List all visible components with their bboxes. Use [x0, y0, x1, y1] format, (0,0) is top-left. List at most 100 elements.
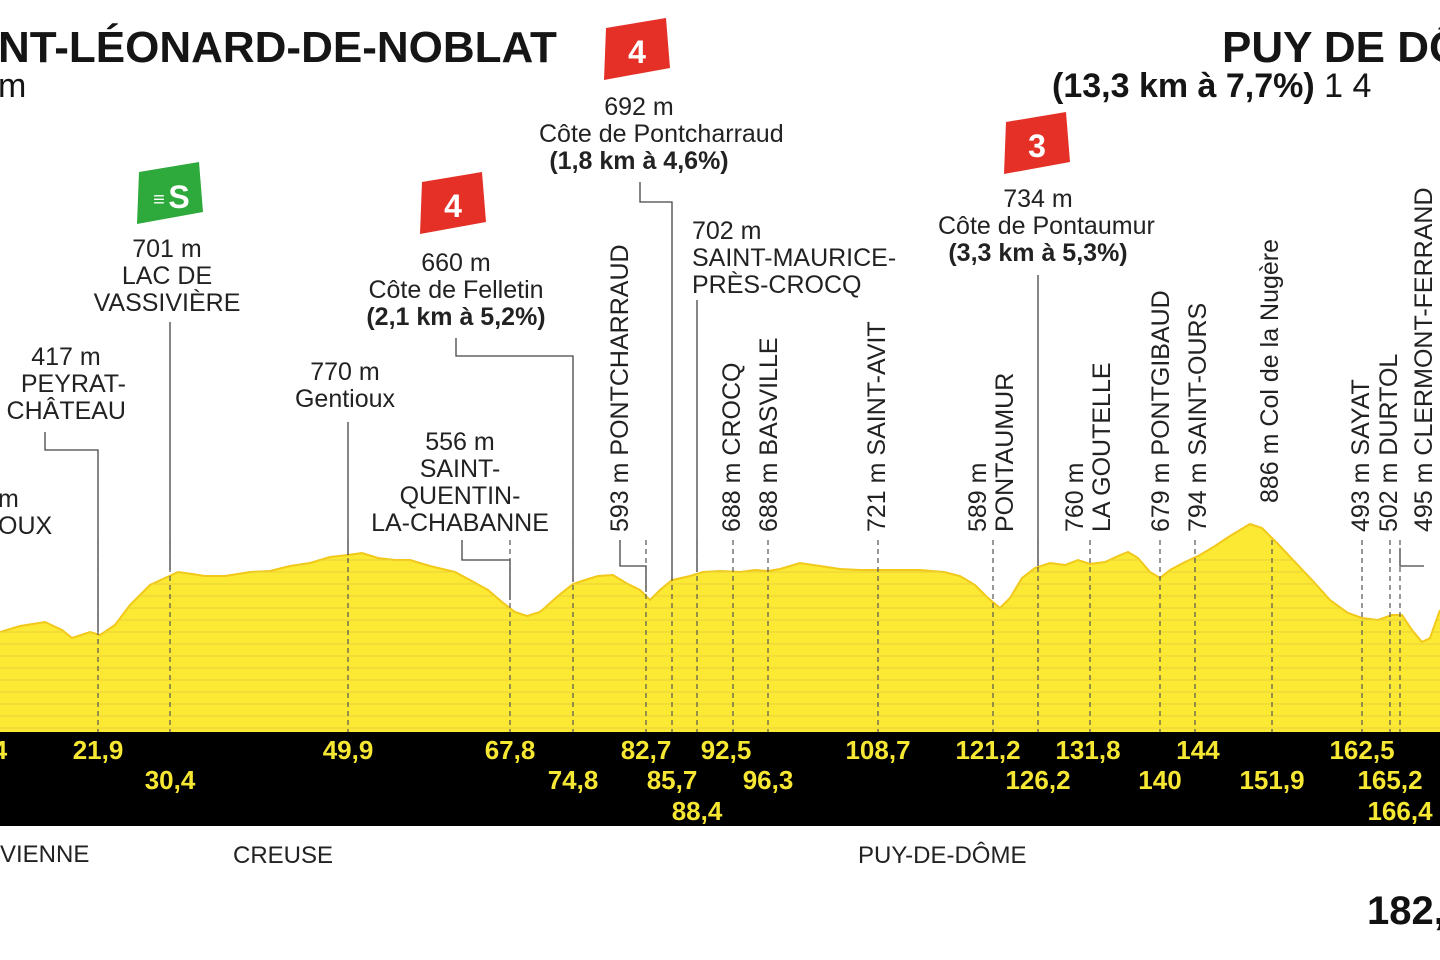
km-marker: 144 — [1176, 735, 1220, 765]
climb-altitude: 734 m — [1003, 185, 1073, 213]
km-marker: 85,7 — [646, 765, 698, 795]
climb-name: Côte de Pontcharraud — [539, 120, 784, 148]
total-distance: 182, — [1367, 889, 1440, 933]
point-altitude: 417 m — [31, 343, 101, 371]
vlabel-saint-ours: 794 m SAINT-OURS — [1184, 302, 1212, 532]
climb-label-felletin: 660 m Côte de Felletin (2,1 km à 5,2%) — [356, 250, 556, 331]
vlabel-name: PONTAUMUR — [991, 372, 1019, 532]
vlabel-altitude: 589 m — [964, 462, 992, 532]
point-name-line2: PRÈS-CROCQ — [692, 271, 862, 299]
climb-badge-shape — [604, 18, 670, 80]
km-marker: 67,8 — [484, 735, 536, 765]
km-marker: 162,5 — [1329, 735, 1395, 765]
point-label-saint-quentin: 556 m SAINT- QUENTIN- LA-CHABANNE — [366, 429, 554, 537]
finish-altitude: 1 4 — [1314, 67, 1372, 105]
label-connector — [1399, 548, 1424, 567]
sprint-speed-icon: ≡ — [153, 189, 165, 211]
point-label-peyrat: 417 m PEYRAT- CHÂTEAU — [0, 344, 126, 425]
km-marker: 131,8 — [1055, 735, 1121, 765]
climb-altitude: 660 m — [421, 249, 491, 277]
km-marker: 88,4 — [671, 796, 723, 826]
climb-category-number: 4 — [628, 34, 646, 70]
climb-detail: (2,1 km à 5,2%) — [366, 303, 546, 331]
km-marker: 74,8 — [547, 765, 599, 795]
point-name-line3: LA-CHABANNE — [371, 509, 549, 537]
climb-label-pontcharraud: 692 m Côte de Pontcharraud (1,8 km à 4,6… — [539, 93, 784, 175]
start-town-title: NT-LÉONARD-DE-NOBLAT — [0, 23, 557, 72]
vlabel-pontgibaud: 679 m PONTGIBAUD — [1147, 290, 1175, 532]
sprint-badge-shape — [137, 162, 203, 224]
sprint-symbol: S — [168, 179, 189, 215]
climb-label-pontaumur: 734 m Côte de Pontaumur (3,3 km à 5,3%) — [938, 185, 1155, 267]
point-label-saint-maurice: 702 m SAINT-MAURICE- PRÈS-CROCQ — [692, 218, 912, 299]
climb-name: Côte de Pontaumur — [938, 212, 1155, 240]
km-marker: 151,9 — [1239, 765, 1305, 795]
vlabel-pontaumur: 589 m PONTAUMUR — [964, 372, 1019, 532]
climb-badge-shape — [1004, 112, 1070, 174]
profile-edge-line — [0, 522, 1440, 644]
sprint-badge-vassiviere: ≡ S — [137, 162, 203, 224]
vlabel-name: LA GOUTELLE — [1088, 362, 1116, 532]
point-label-edge: m OUX — [0, 486, 58, 540]
km-marker: 92,5 — [700, 735, 752, 765]
vlabel-altitude: 760 m — [1061, 462, 1089, 532]
climb-category-number: 3 — [1028, 128, 1046, 164]
profile-stripes — [0, 559, 1440, 729]
cat4-climb-badge-pontcharraud: 4 — [604, 18, 670, 80]
km-marker: 108,7 — [845, 735, 911, 765]
km-marker: 166,4 — [1367, 796, 1433, 826]
point-name-line1: SAINT-MAURICE- — [692, 244, 897, 272]
km-marker: 126,2 — [1005, 765, 1071, 795]
point-name-line2: QUENTIN- — [399, 482, 521, 510]
finish-climb-detail: (13,3 km à 7,7%) — [1052, 67, 1315, 105]
km-marker: 121,2 — [955, 735, 1021, 765]
point-altitude: 702 m — [692, 217, 762, 245]
point-label-gentioux: 770 m Gentioux — [275, 359, 415, 413]
department-vienne: VIENNE — [0, 841, 90, 868]
point-altitude: 770 m — [310, 358, 380, 386]
climb-detail: (3,3 km à 5,3%) — [948, 239, 1128, 267]
vlabel-basville: 688 m BASVILLE — [755, 337, 783, 532]
vlabel-pontcharraud: 593 m PONTCHARRAUD — [606, 244, 634, 532]
km-marker: 4 — [0, 736, 7, 764]
km-marker: 165,2 — [1357, 765, 1423, 795]
cat3-climb-badge-pontaumur: 3 — [1004, 112, 1070, 174]
point-name-line1: OUX — [0, 512, 53, 540]
department-creuse: CREUSE — [233, 842, 334, 869]
km-marker: 49,9 — [322, 735, 374, 765]
km-marker: 96,3 — [742, 765, 794, 795]
sprint-name-line2: VASSIVIÈRE — [93, 289, 241, 317]
label-connector — [455, 338, 574, 582]
department-puy-de-dome: PUY-DE-DÔME — [858, 842, 1027, 869]
finish-climb-info: (13,3 km à 7,7%) 1 4 — [1052, 68, 1371, 104]
climb-category-number: 4 — [444, 188, 462, 224]
climb-detail: (1,8 km à 4,6%) — [549, 147, 729, 175]
point-name-line1: SAINT- — [419, 455, 501, 483]
point-altitude: m — [0, 485, 19, 513]
distance-band — [0, 732, 1440, 826]
vlabel-goutelle: 760 m LA GOUTELLE — [1061, 362, 1116, 532]
point-altitude: 556 m — [425, 428, 495, 456]
sprint-label-vassiviere: 701 m LAC DE VASSIVIÈRE — [92, 236, 242, 317]
km-marker: 82,7 — [620, 735, 672, 765]
label-connector — [639, 182, 673, 580]
vlabel-saint-avit: 721 m SAINT-AVIT — [863, 321, 891, 532]
marker-dashes — [97, 540, 1401, 768]
vlabel-durtol: 502 m DURTOL — [1375, 353, 1403, 532]
climb-altitude: 692 m — [604, 93, 674, 121]
sprint-name-line1: LAC DE — [121, 262, 213, 290]
km-marker: 140 — [1138, 765, 1182, 795]
start-town-subtitle: m — [0, 67, 27, 105]
point-name: Gentioux — [294, 385, 396, 413]
vlabel-crocq: 688 m CROCQ — [718, 362, 746, 532]
climb-badge-shape — [420, 172, 486, 234]
climb-name: Côte de Felletin — [368, 276, 544, 304]
finish-town-title: PUY DE DÔ — [1222, 23, 1440, 72]
vlabel-clermont: 495 m CLERMONT-FERRAND — [1410, 187, 1438, 533]
sprint-altitude: 701 m — [132, 235, 202, 263]
point-name-line1: PEYRAT- — [20, 370, 126, 398]
profile-area — [0, 524, 1440, 732]
point-name-line2: CHÂTEAU — [6, 397, 126, 425]
